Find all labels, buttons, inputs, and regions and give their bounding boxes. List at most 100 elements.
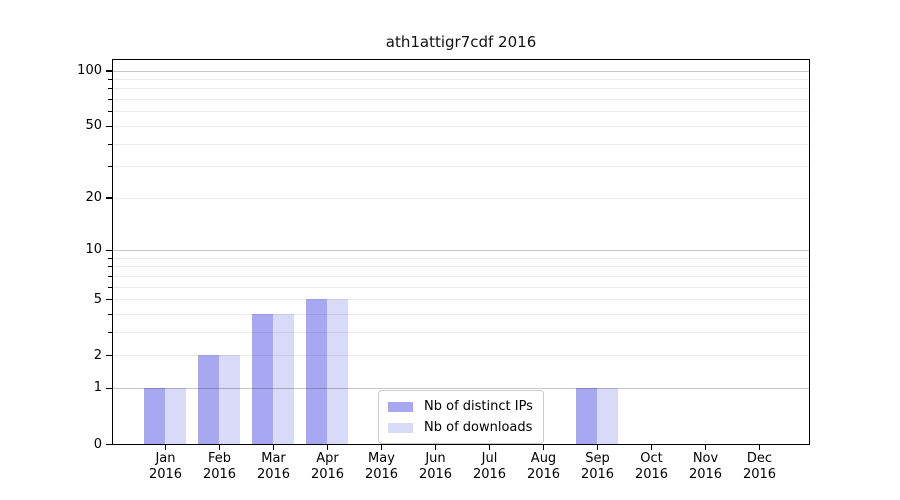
x-tick-year: 2016: [634, 467, 669, 482]
x-tick-month: Sep: [585, 451, 610, 466]
x-tick: [704, 445, 707, 450]
y-tick-label: 0: [93, 436, 102, 452]
legend: Nb of distinct IPs Nb of downloads: [378, 390, 544, 444]
x-tick-month: Dec: [746, 451, 773, 466]
x-tick: [164, 445, 167, 450]
bar-downloads-jan: [165, 387, 186, 444]
bar-downloads-sep: [597, 387, 618, 444]
y-tick: [106, 443, 112, 446]
bar-distinct-ips-apr: [306, 299, 327, 444]
grid-layer: [113, 60, 809, 444]
x-tick-year: 2016: [742, 467, 777, 482]
x-tick-year: 2016: [148, 467, 183, 482]
y-minor-tick: [108, 257, 112, 259]
x-tick-label-jul: Jul 2016: [463, 451, 517, 483]
y-minor-tick: [108, 355, 112, 357]
legend-entry-downloads: Nb of downloads: [388, 419, 533, 436]
legend-entry-distinct-ips: Nb of distinct IPs: [388, 398, 533, 415]
bar-downloads-feb: [219, 355, 240, 444]
x-tick-year: 2016: [688, 467, 723, 482]
x-tick-label-apr: Apr 2016: [301, 451, 355, 483]
x-tick: [650, 445, 653, 450]
y-minor-tick: [108, 111, 112, 113]
legend-swatch-distinct-ips-icon: [388, 401, 413, 412]
y-minor-tick: [108, 266, 112, 268]
gridline-minor: [113, 111, 809, 113]
x-tick: [272, 445, 275, 450]
y-minor-tick: [108, 197, 112, 199]
y-tick-label: 100: [77, 63, 102, 79]
y-tick-label: 50: [85, 118, 102, 134]
x-tick-month: Jan: [155, 451, 176, 466]
gridline-major: [113, 249, 809, 251]
y-minor-tick: [108, 88, 112, 90]
y-minor-tick: [108, 275, 112, 277]
x-tick-label-feb: Feb 2016: [193, 451, 247, 483]
y-minor-tick: [108, 125, 112, 127]
x-tick-year: 2016: [256, 467, 291, 482]
x-tick: [326, 445, 329, 450]
y-tick-label: 5: [93, 291, 102, 307]
x-tick: [218, 445, 221, 450]
legend-swatch-downloads-icon: [388, 422, 413, 433]
gridline-minor: [113, 355, 809, 357]
x-tick: [434, 445, 437, 450]
gridline-minor: [113, 99, 809, 101]
x-tick-month: Oct: [640, 451, 663, 466]
gridline-minor: [113, 88, 809, 90]
legend-label: Nb of downloads: [424, 420, 533, 435]
gridline-minor: [113, 79, 809, 81]
x-tick-month: May: [368, 451, 395, 466]
x-tick-label-may: May 2016: [355, 451, 409, 483]
x-tick-month: Jul: [481, 451, 498, 466]
y-tick: [106, 249, 112, 252]
x-tick-year: 2016: [580, 467, 615, 482]
y-minor-tick: [108, 99, 112, 101]
x-tick-label-sep: Sep 2016: [571, 451, 625, 483]
bar-downloads-mar: [273, 313, 294, 444]
x-tick-month: Jun: [425, 451, 446, 466]
y-tick-label: 2: [93, 347, 102, 363]
x-tick-label-nov: Nov 2016: [679, 451, 733, 483]
x-tick-month: Nov: [692, 451, 719, 466]
plot-area: Nb of distinct IPs Nb of downloads: [112, 59, 810, 445]
y-tick: [106, 387, 112, 390]
bar-distinct-ips-jan: [144, 387, 165, 444]
x-tick-label-jan: Jan 2016: [139, 451, 193, 483]
x-tick: [542, 445, 545, 450]
chart-title: ath1attigr7cdf 2016: [385, 33, 537, 51]
y-minor-tick: [108, 299, 112, 301]
x-tick: [758, 445, 761, 450]
x-tick-label-mar: Mar 2016: [247, 451, 301, 483]
y-minor-tick: [108, 313, 112, 315]
gridline-major: [113, 70, 809, 72]
x-tick-month: Apr: [316, 451, 339, 466]
legend-label: Nb of distinct IPs: [424, 399, 533, 414]
gridline-major: [113, 387, 809, 389]
y-tick-label: 10: [85, 242, 102, 258]
y-tick-label: 20: [85, 190, 102, 206]
x-tick-label-dec: Dec 2016: [733, 451, 787, 483]
x-tick-label-jun: Jun 2016: [409, 451, 463, 483]
x-tick-year: 2016: [418, 467, 453, 482]
gridline-minor: [113, 286, 809, 288]
bar-distinct-ips-sep: [576, 387, 597, 444]
bar-distinct-ips-mar: [252, 313, 273, 444]
x-tick: [488, 445, 491, 450]
x-tick-month: Mar: [261, 451, 286, 466]
gridline-minor: [113, 331, 809, 333]
y-tick-label: 1: [93, 380, 102, 396]
y-minor-tick: [108, 143, 112, 145]
gridline-minor: [113, 125, 809, 127]
gridline-minor: [113, 299, 809, 301]
gridline-minor: [113, 166, 809, 168]
x-tick-label-aug: Aug 2016: [517, 451, 571, 483]
x-tick-year: 2016: [202, 467, 237, 482]
y-minor-tick: [108, 166, 112, 168]
y-minor-tick: [108, 331, 112, 333]
x-tick-year: 2016: [310, 467, 345, 482]
x-tick-month: Feb: [207, 451, 232, 466]
x-tick-year: 2016: [526, 467, 561, 482]
gridline-minor: [113, 257, 809, 259]
